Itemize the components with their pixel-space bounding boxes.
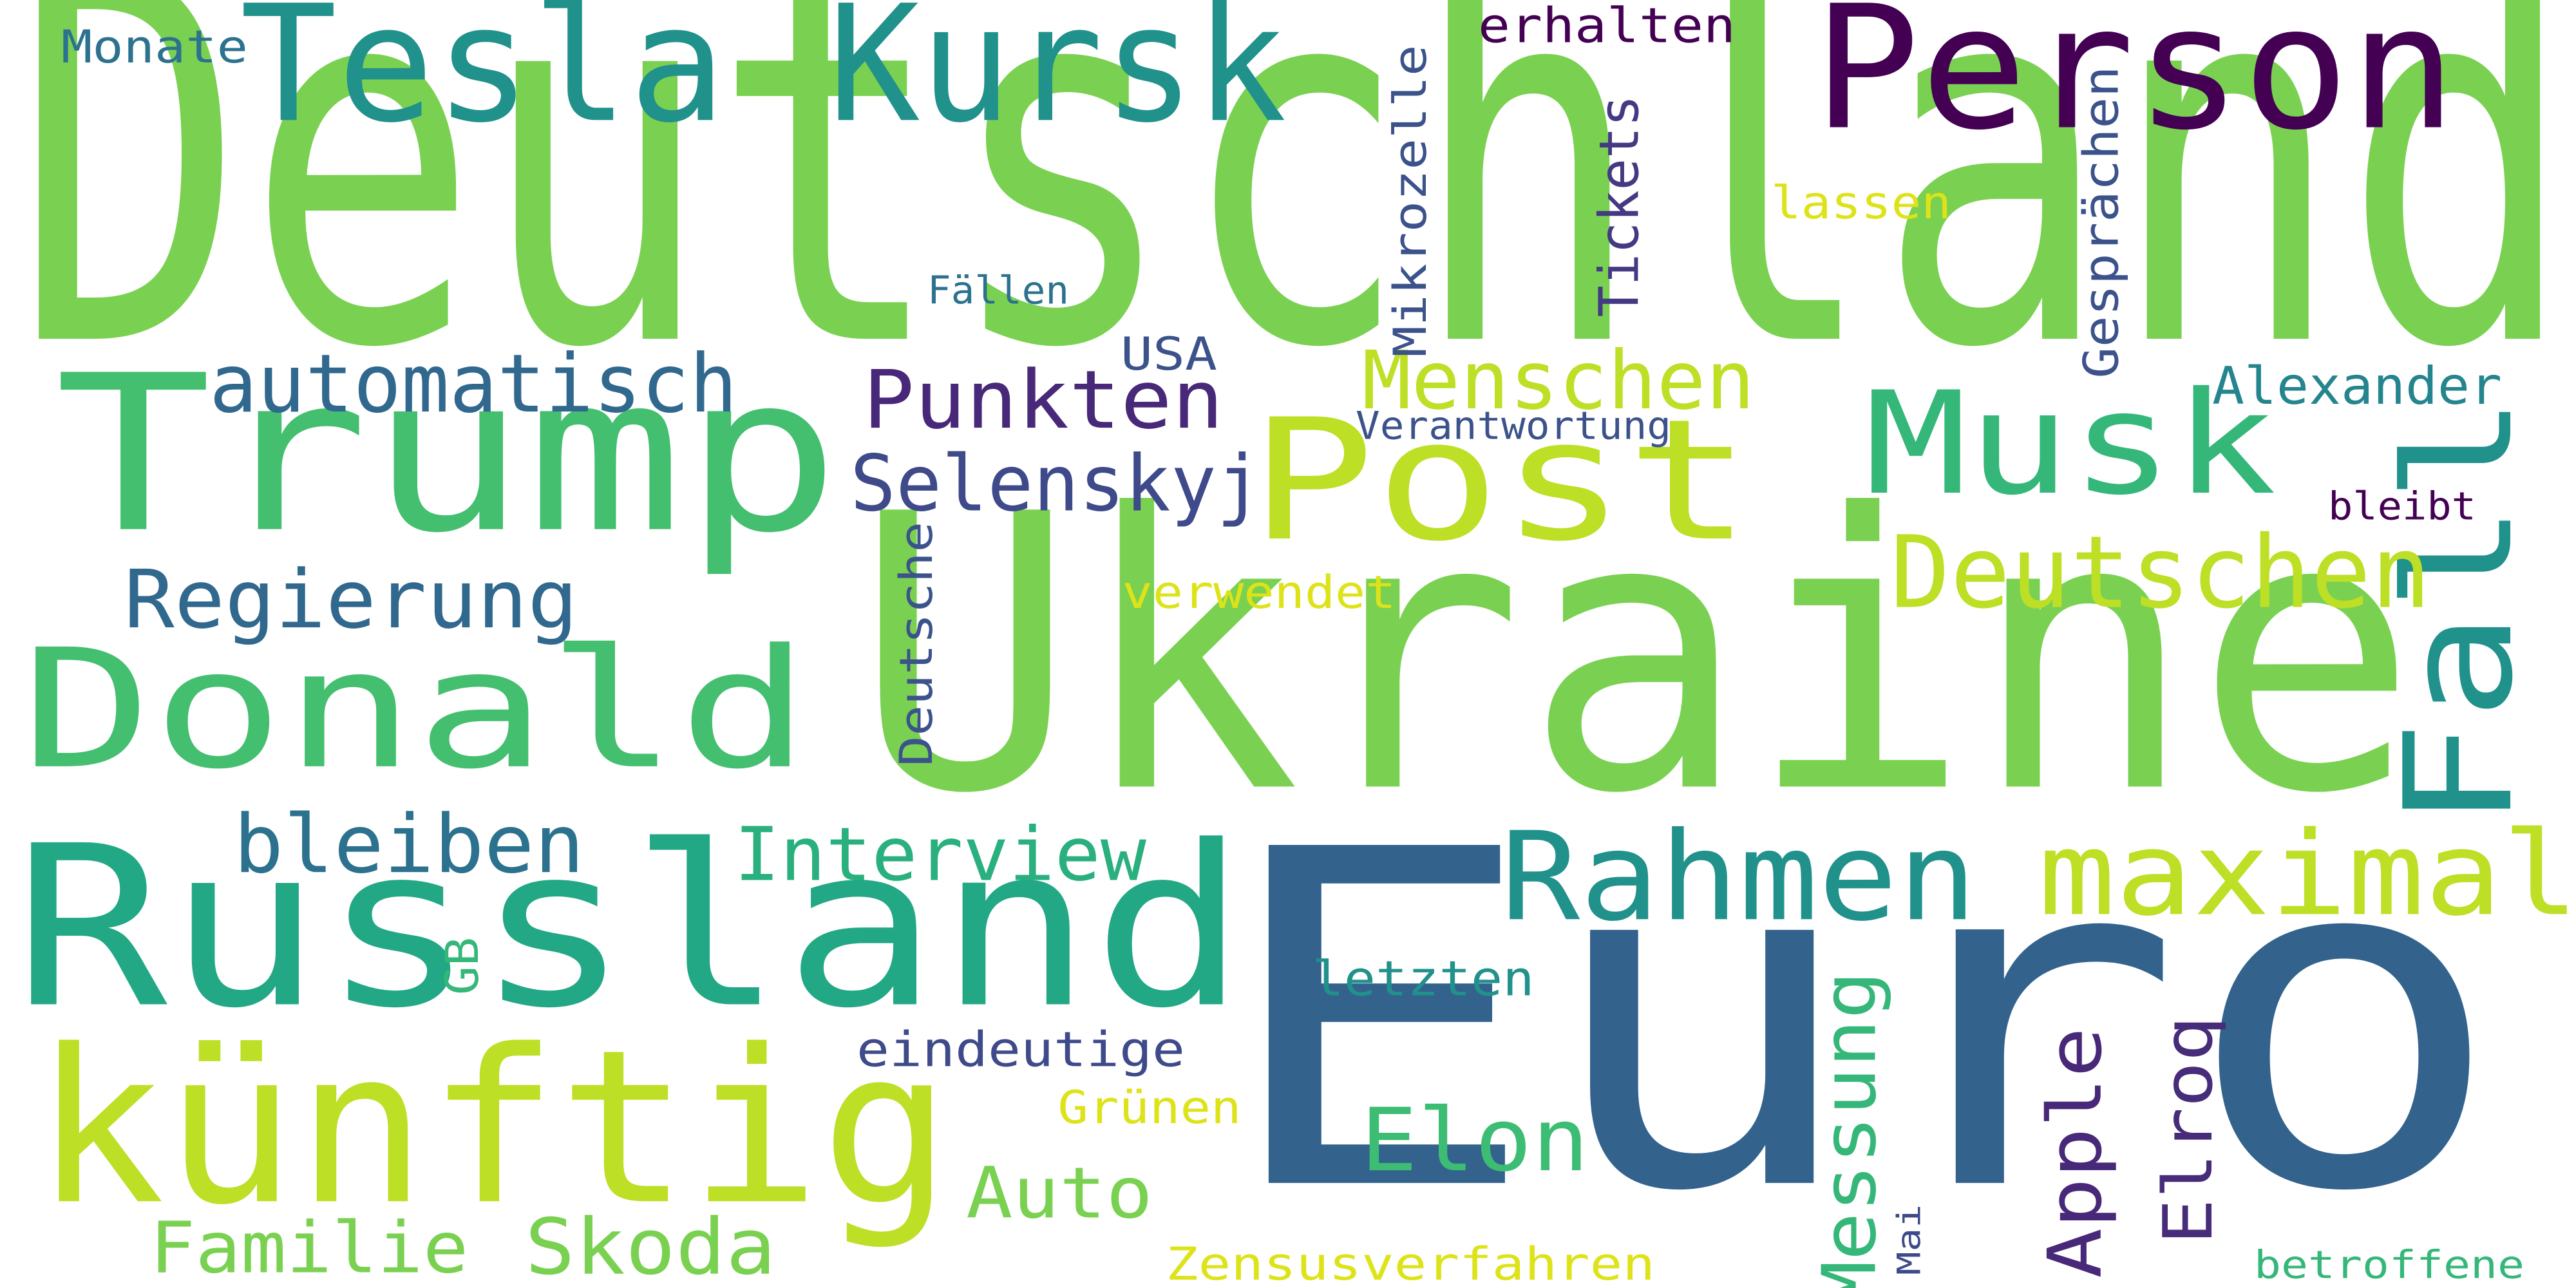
word-interview: Interview: [734, 812, 1147, 898]
word-selenskyj: Selenskyj: [850, 440, 1262, 529]
word-apple: Apple: [2032, 1027, 2119, 1278]
word-ukraine: Ukraine: [853, 434, 2418, 876]
word-tickets: Tickets: [1587, 95, 1651, 317]
word-post: Post: [1249, 384, 1752, 578]
word-deutschland: Deutschland: [13, 0, 2576, 459]
word-skoda: Skoda: [525, 1203, 776, 1288]
word-menschen: Menschen: [1362, 334, 1755, 428]
word-auto: Auto: [966, 1151, 1153, 1234]
word-gruenen: Grünen: [1058, 1081, 1242, 1134]
word-musk: Musk: [1864, 361, 2277, 526]
word-fall: Fall: [2374, 395, 2546, 829]
word-elroq: Elroq: [2149, 1016, 2228, 1245]
word-person: Person: [1813, 0, 2457, 167]
word-letzten: letzten: [1312, 951, 1535, 1007]
word-rahmen: Rahmen: [1501, 806, 1977, 948]
word-bleibt: bleibt: [2328, 484, 2476, 529]
word-deutschen: Deutschen: [1890, 514, 2431, 630]
word-mikrozelle: Mikrozelle: [1384, 45, 1437, 357]
word-erhalten: erhalten: [1478, 0, 1736, 54]
word-deutsche: Deutsche: [890, 522, 943, 766]
word-regierung: Regierung: [124, 553, 578, 647]
word-familie: Familie: [150, 1206, 469, 1288]
word-betroffene: betroffene: [2254, 1243, 2524, 1288]
word-euro: Euro: [1217, 753, 2505, 1288]
word-maximal: maximal: [2038, 807, 2576, 942]
word-elon: Elon: [1361, 1090, 1589, 1191]
word-eindeutige: eindeutige: [857, 1021, 1185, 1078]
word-kuenftig: künftig: [34, 1004, 952, 1251]
word-bleiben: bleiben: [234, 798, 585, 891]
word-alexander: Alexander: [2212, 356, 2502, 416]
word-verwendet: verwendet: [1122, 566, 1396, 619]
word-tesla: Tesla: [240, 0, 726, 158]
word-faellen: Fällen: [927, 269, 1069, 314]
word-automatisch: automatisch: [209, 337, 737, 431]
word-gb: GB: [436, 937, 489, 995]
word-lassen: lassen: [1771, 176, 1951, 229]
word-messung: Messung: [1807, 971, 1893, 1288]
word-zensusverfahren: Zensusverfahren: [1166, 1238, 1655, 1288]
word-gespraechen: Gesprächen: [2073, 66, 2130, 379]
word-verantwortung: Verantwortung: [1356, 404, 1671, 449]
word-kursk: Kursk: [828, 0, 1287, 158]
word-trump: Trump: [55, 330, 840, 581]
word-usa: USA: [1121, 328, 1217, 381]
word-donald: Donald: [21, 614, 810, 806]
word-monate: Monate: [61, 21, 248, 73]
word-mai: Mai: [1891, 1204, 1928, 1275]
word-russland: Russland: [14, 799, 1247, 1057]
word-punkten: Punkten: [863, 354, 1224, 447]
